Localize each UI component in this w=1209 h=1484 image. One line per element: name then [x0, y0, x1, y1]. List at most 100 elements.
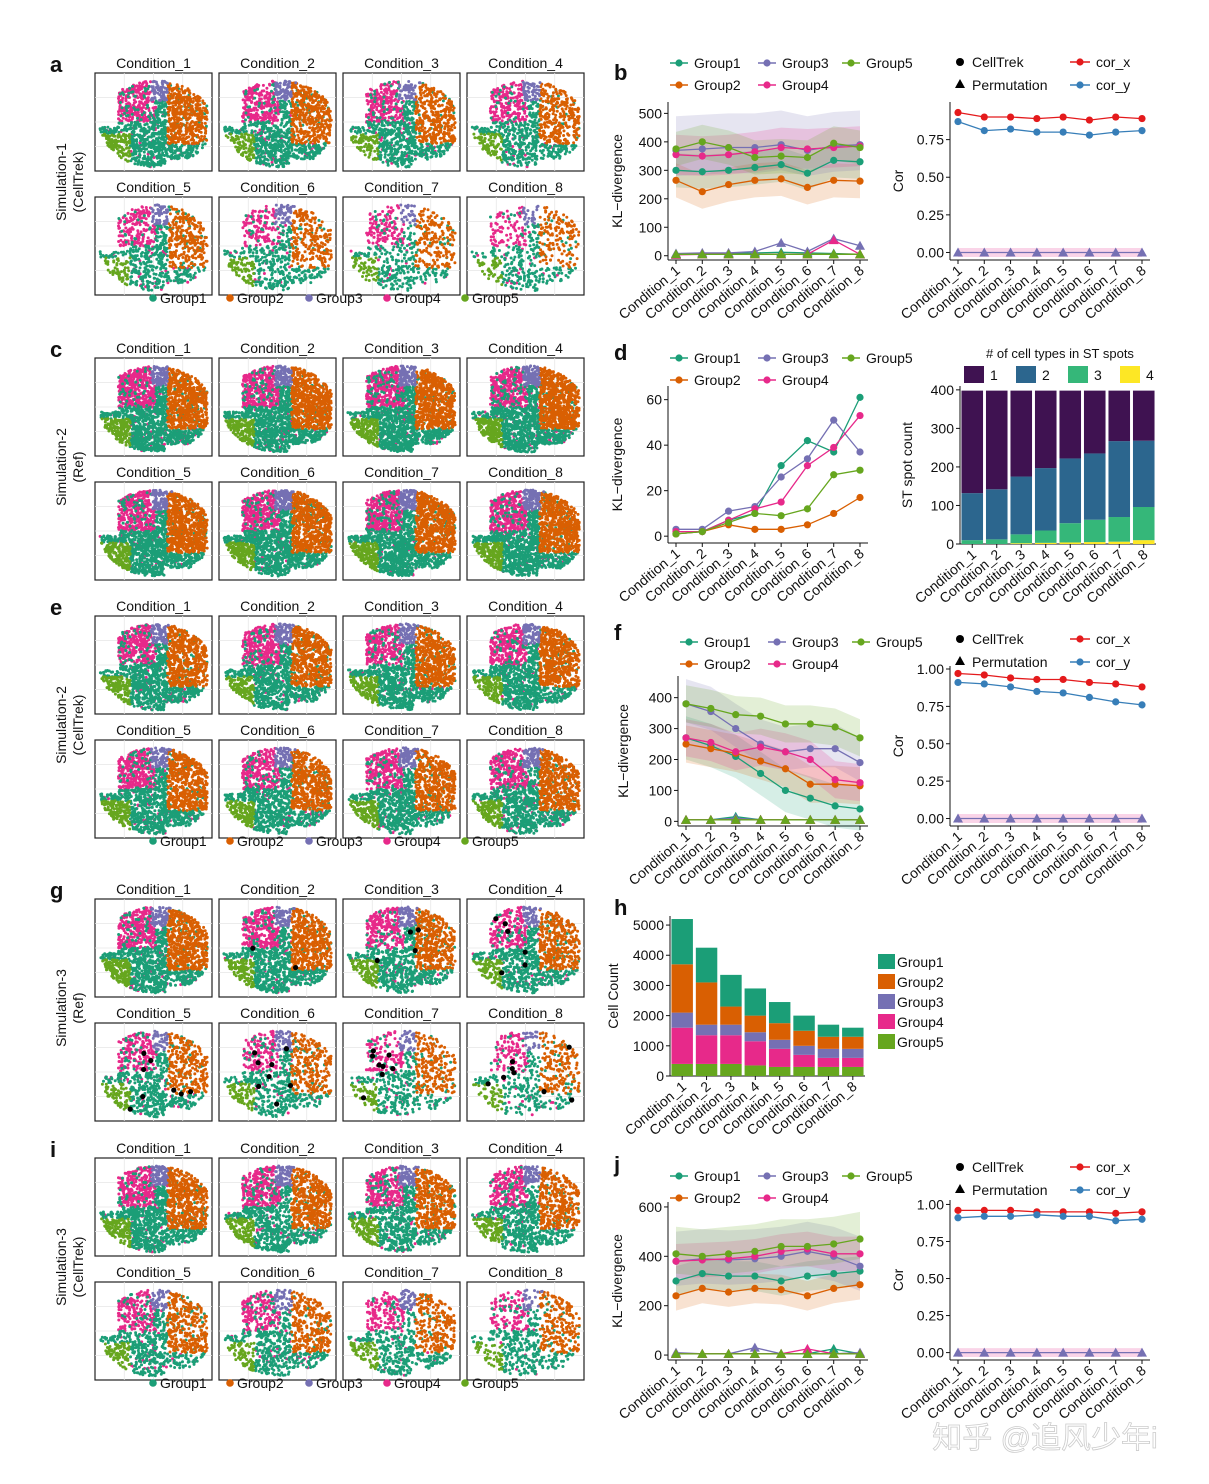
legend-dot-cor-x [1076, 1163, 1084, 1171]
spatial-tile: Condition_8 [466, 722, 585, 839]
band-group4 [676, 126, 860, 176]
tile-title: Condition_4 [488, 55, 563, 71]
point-group2 [751, 1284, 759, 1293]
panel-letter: g [50, 878, 63, 903]
y-label: Cell Count [605, 963, 621, 1028]
point-group5 [682, 700, 690, 708]
scatter-points-group5 [472, 132, 504, 162]
scatter-points-group2 [538, 366, 581, 430]
legend-label: Group2 [237, 1375, 284, 1391]
st-legend-label: 2 [1042, 367, 1050, 383]
scatter-points-group5 [351, 256, 380, 282]
point-cor_x [954, 669, 962, 678]
point-group1 [830, 156, 838, 164]
scatter-points-group3 [397, 746, 420, 769]
y-label: KL−divergence [609, 134, 625, 228]
line-group1 [675, 159, 861, 174]
bar-2 [961, 493, 984, 541]
scatter-points-group5 [472, 675, 504, 705]
point-group4 [756, 743, 765, 751]
y-tick-label: 60 [646, 392, 662, 408]
point-group2 [756, 757, 765, 765]
legend-label: cor_x [1096, 1159, 1130, 1175]
anchor-point [255, 1060, 261, 1066]
spatial-tile: Condition_1 [94, 598, 213, 715]
bar-4 [1132, 540, 1155, 544]
row-label: Simulation-2 (CellTrek) [53, 686, 86, 764]
y-tick-label: 0 [664, 813, 672, 829]
scatter-points-group5 [474, 417, 504, 449]
point-group4 [803, 145, 812, 153]
tile-title: Condition_2 [240, 881, 315, 897]
scatter-points-group2 [538, 1290, 581, 1354]
scatter-points-group2 [414, 83, 457, 145]
scatter-points-group2 [538, 82, 581, 145]
anchor-point [140, 1093, 146, 1100]
point-group1 [698, 1269, 706, 1278]
bar-2 [1132, 440, 1155, 508]
bar-group4 [744, 1041, 767, 1066]
point-group4 [707, 738, 715, 747]
anchor-point [566, 1044, 572, 1050]
point-cor_y [1059, 128, 1067, 136]
bar-group5 [768, 1066, 791, 1076]
point-cor_x [1033, 114, 1041, 123]
point-group4 [724, 151, 733, 159]
tile-title: Condition_8 [488, 464, 563, 480]
scatter-points-group1 [470, 211, 578, 292]
y-axis-label: ST spot count [899, 422, 915, 508]
scatter-points-group2 [538, 748, 581, 812]
legend-label: Group2 [237, 290, 284, 306]
line-group5 [675, 141, 861, 159]
anchor-point [505, 928, 511, 934]
point-cor_x [1085, 678, 1094, 687]
bar-group3 [695, 1024, 718, 1036]
y-tick-label: 200 [931, 459, 955, 475]
legend-label: Group4 [782, 1190, 829, 1206]
scatter-points-group5 [224, 417, 256, 447]
tile-title: Condition_3 [364, 340, 439, 356]
h-legend-swatch [878, 1034, 895, 1049]
spatial-tile: Condition_6 [218, 464, 337, 581]
scatter-points-group3 [398, 364, 417, 387]
point-group5 [698, 528, 706, 536]
h-legend-label: Group3 [897, 994, 944, 1010]
scatter-points-group1 [223, 1291, 333, 1377]
y-tick-label: 0.25 [917, 773, 944, 789]
scatter-points-group3 [273, 1288, 294, 1311]
scatter-points-group2 [166, 366, 209, 430]
band-group4 [676, 1231, 860, 1279]
scatter-points-group3 [397, 905, 419, 928]
y-tick-label: 5000 [633, 917, 664, 933]
band-group2 [676, 161, 860, 209]
y-tick-label: 400 [639, 1248, 663, 1264]
y-tick-label: 400 [649, 690, 673, 706]
y-tick-label: 0.75 [917, 1233, 944, 1249]
legend-label: Group4 [394, 833, 441, 849]
legend-label: Group1 [160, 1375, 207, 1391]
bar-group5 [842, 1066, 864, 1076]
perm-point [828, 1343, 839, 1353]
legend-label: Group5 [866, 55, 913, 71]
scatter-points-group2 [414, 907, 457, 971]
perm-point [1005, 247, 1016, 257]
anchor-point [266, 1073, 272, 1080]
perm-point [697, 249, 708, 259]
y-tick-label: 0 [654, 528, 662, 544]
scatter-points-group2 [414, 625, 457, 688]
legend-dot [675, 354, 683, 362]
point-group3 [856, 758, 864, 767]
point-group3 [803, 455, 812, 463]
perm-point [979, 1347, 990, 1357]
bar-group5 [695, 1063, 718, 1076]
tile-title: Condition_4 [488, 598, 563, 614]
point-group1 [831, 802, 839, 810]
point-group3 [856, 1262, 864, 1270]
point-cor_x [1033, 675, 1041, 684]
legend-label: Group1 [694, 1168, 741, 1184]
y-axis-label: KL−divergence [609, 1234, 625, 1328]
scatter-points-group5 [349, 799, 380, 831]
scatter-points-group2 [167, 205, 209, 269]
perm-point [755, 814, 766, 824]
legend-label: Permutation [972, 1182, 1047, 1198]
